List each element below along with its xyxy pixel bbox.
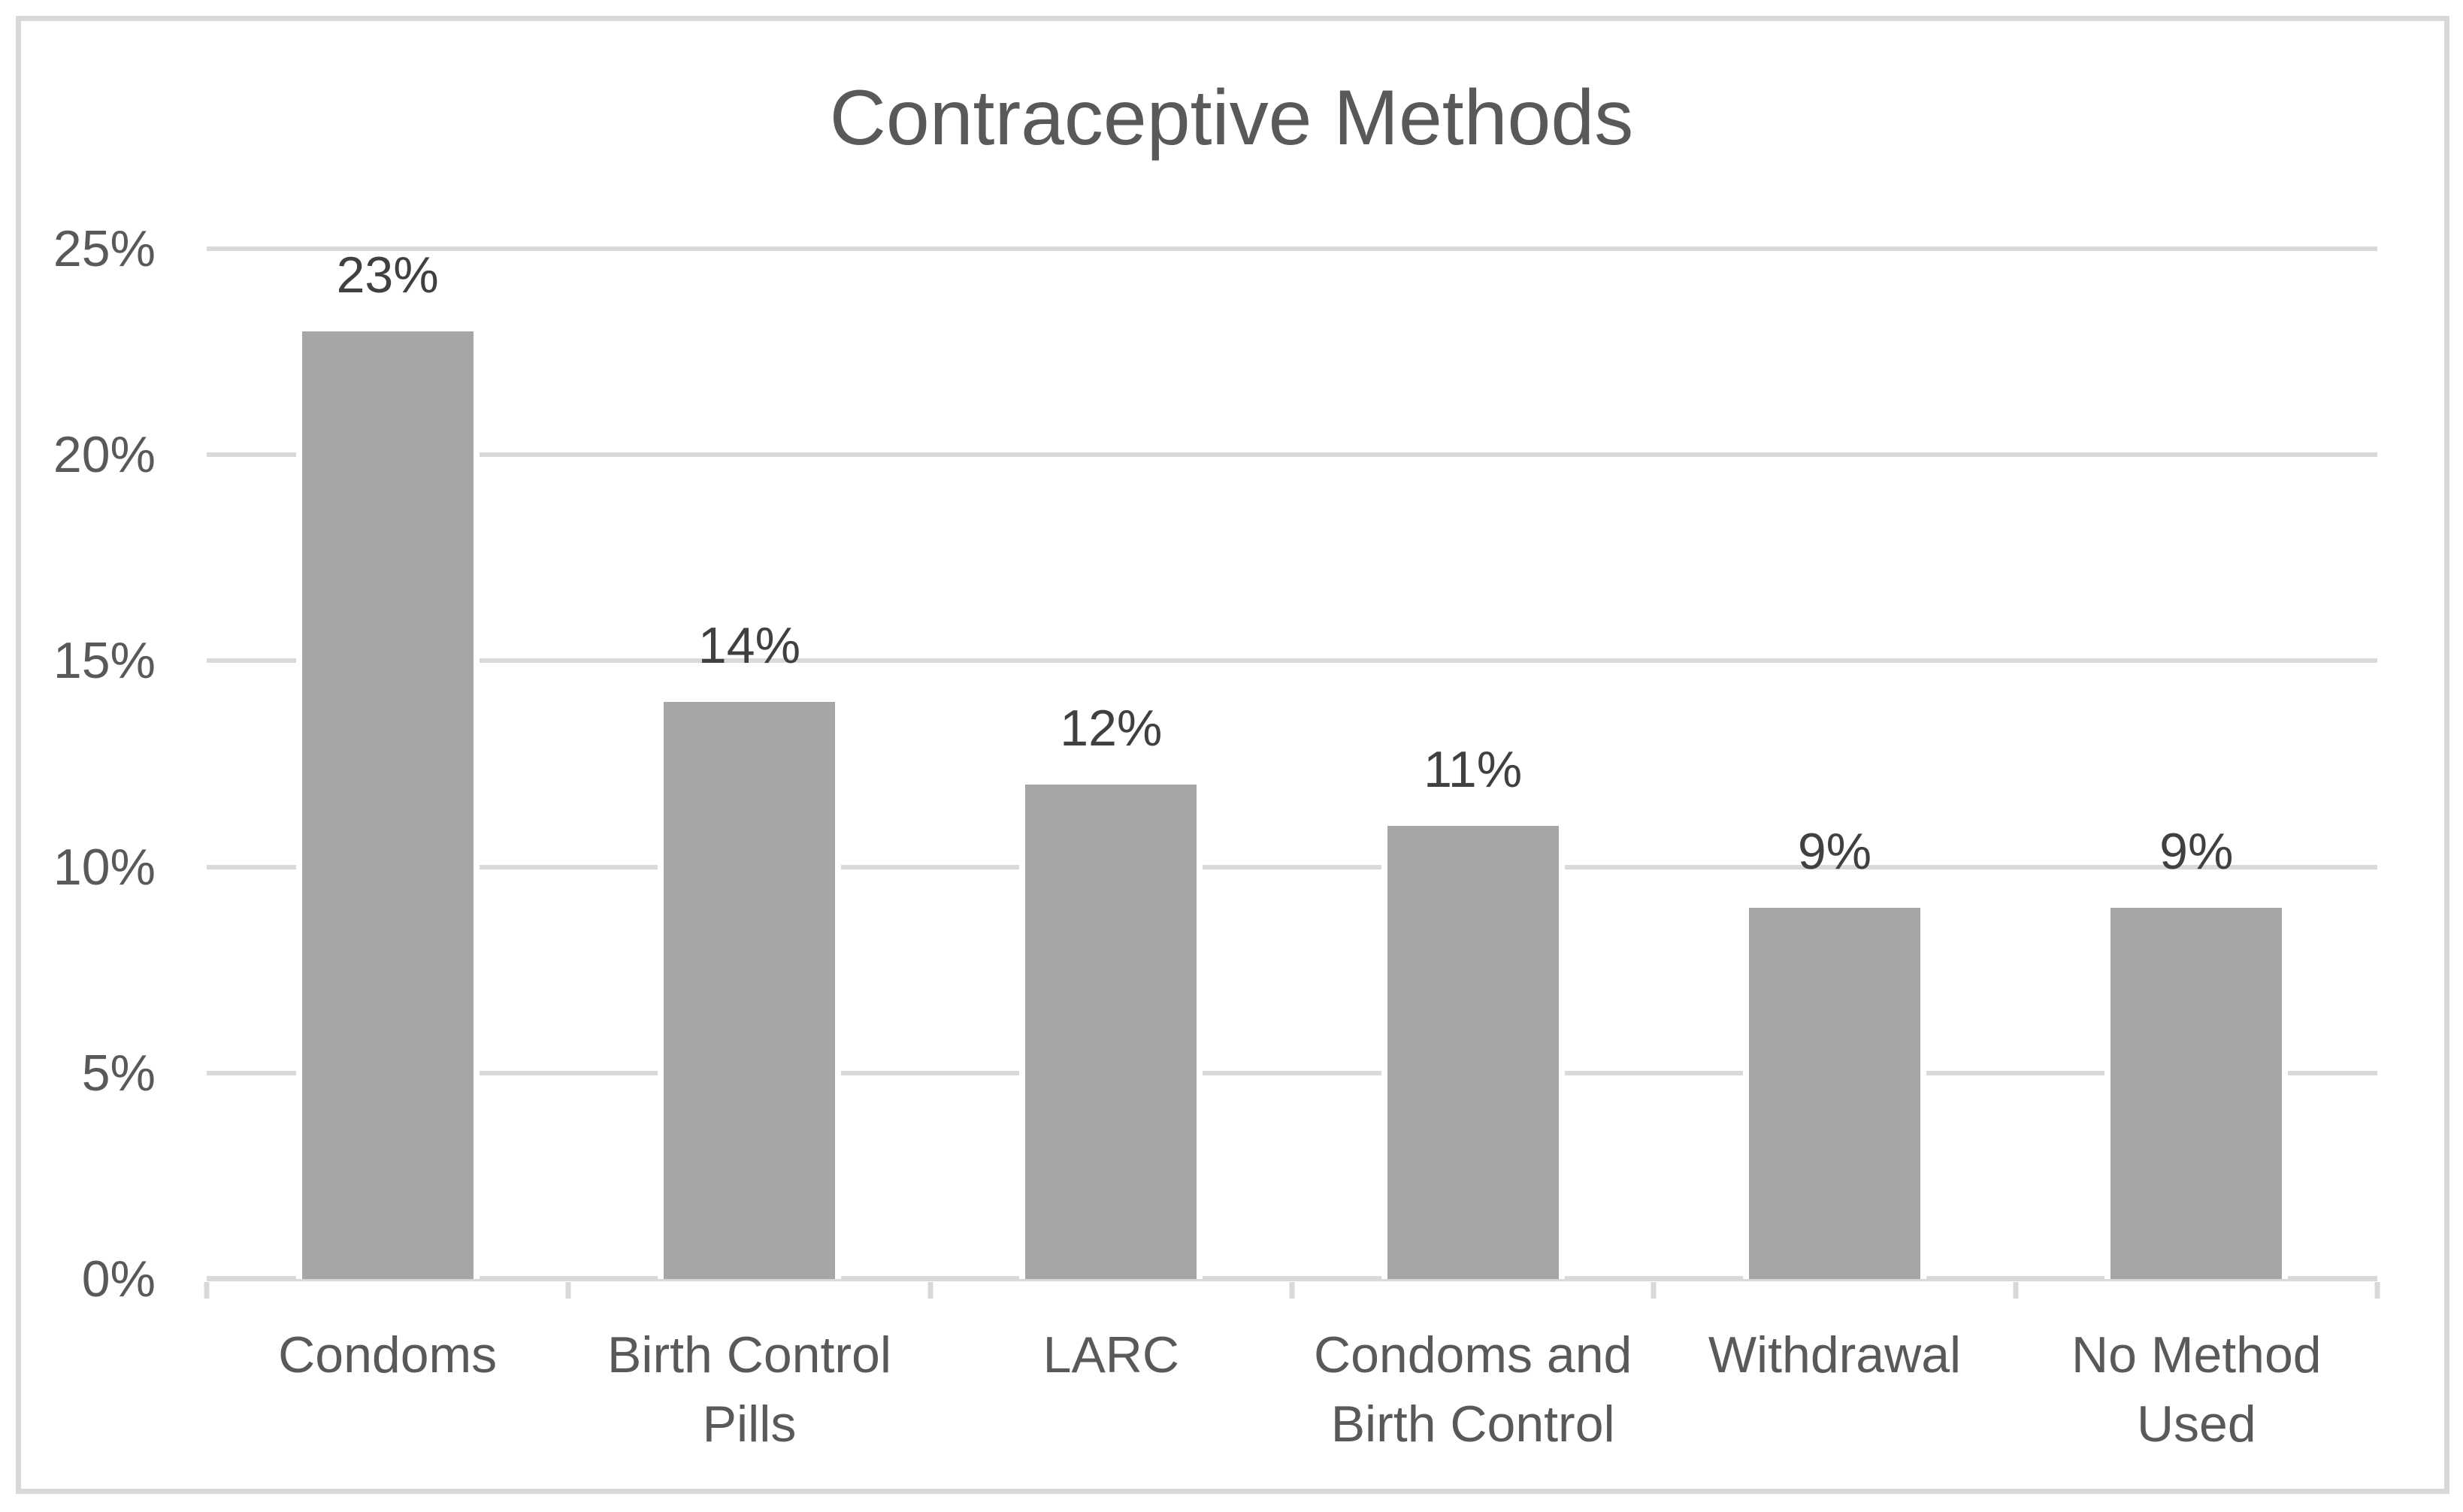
bar-value-label: 12%: [1060, 699, 1163, 757]
category-label-line: Birth Control: [607, 1326, 891, 1383]
category-label: LARC: [930, 1320, 1292, 1390]
axis-tick: [927, 1282, 933, 1299]
bar: [1019, 784, 1203, 1279]
category-label: Withdrawal: [1654, 1320, 2015, 1390]
gridline: [207, 246, 2377, 251]
bar-slot: 9%: [1654, 249, 2015, 1279]
bar-value-label: 9%: [1797, 823, 1872, 881]
x-axis-line: [207, 1276, 2377, 1281]
category-label-line: Condoms: [278, 1326, 498, 1383]
category-label-line: Withdrawal: [1708, 1326, 1962, 1383]
bar-value-label: 23%: [336, 246, 439, 304]
y-axis-tick-label: 25%: [53, 220, 156, 277]
gridline: [207, 1070, 2377, 1075]
gridline: [207, 452, 2377, 458]
y-axis-tick-label: 5%: [81, 1044, 156, 1102]
gridline: [207, 658, 2377, 664]
chart-title: Contraceptive Methods: [829, 74, 1634, 162]
y-axis-tick-label: 15%: [53, 632, 156, 690]
bar: [1742, 908, 1926, 1279]
bar: [657, 702, 841, 1279]
y-axis-labels: 25% 20% 15% 10% 5% 0%: [0, 223, 156, 1305]
axis-tick: [565, 1282, 571, 1299]
bar: [295, 331, 480, 1279]
category-label-line: LARC: [1042, 1326, 1180, 1383]
axis-tick: [204, 1282, 210, 1299]
category-label-line: Pills: [702, 1396, 797, 1453]
chart-border: [16, 16, 2449, 1494]
axis-tick: [2013, 1282, 2019, 1299]
category-label-line: Condoms and: [1313, 1326, 1632, 1383]
y-axis-tick-label: 20%: [53, 426, 156, 484]
axis-tick: [1651, 1282, 1657, 1299]
category-label: No Method Used: [2016, 1320, 2377, 1459]
gridline: [207, 864, 2377, 869]
axis-tick: [1289, 1282, 1295, 1299]
bar-slot: 14%: [568, 249, 930, 1279]
bar: [1381, 825, 1565, 1279]
category-label: Condoms and Birth Control: [1292, 1320, 1654, 1459]
bar-slot: 23%: [207, 246, 568, 1279]
bar-value-label: 11%: [1424, 740, 1523, 798]
y-axis-tick-label: 10%: [53, 838, 156, 896]
plot-area: 23% 14% 12% 11% 9% 9%: [204, 246, 2380, 1299]
bar-value-label: 9%: [2159, 823, 2234, 881]
bar: [2104, 908, 2289, 1279]
category-label-line: Used: [2136, 1396, 2256, 1453]
category-label-line: Birth Control: [1330, 1396, 1615, 1453]
bar-slot: 9%: [2016, 249, 2377, 1279]
category-label-line: No Method: [2071, 1326, 2322, 1383]
category-label: Birth Control Pills: [568, 1320, 930, 1459]
bar-value-label: 14%: [697, 617, 801, 675]
bar-slot: 11%: [1292, 249, 1654, 1279]
bar-slot: 12%: [930, 249, 1292, 1279]
category-label: Condoms: [207, 1320, 568, 1390]
axis-tick: [2374, 1282, 2380, 1299]
y-axis-tick-label: 0%: [81, 1250, 156, 1308]
